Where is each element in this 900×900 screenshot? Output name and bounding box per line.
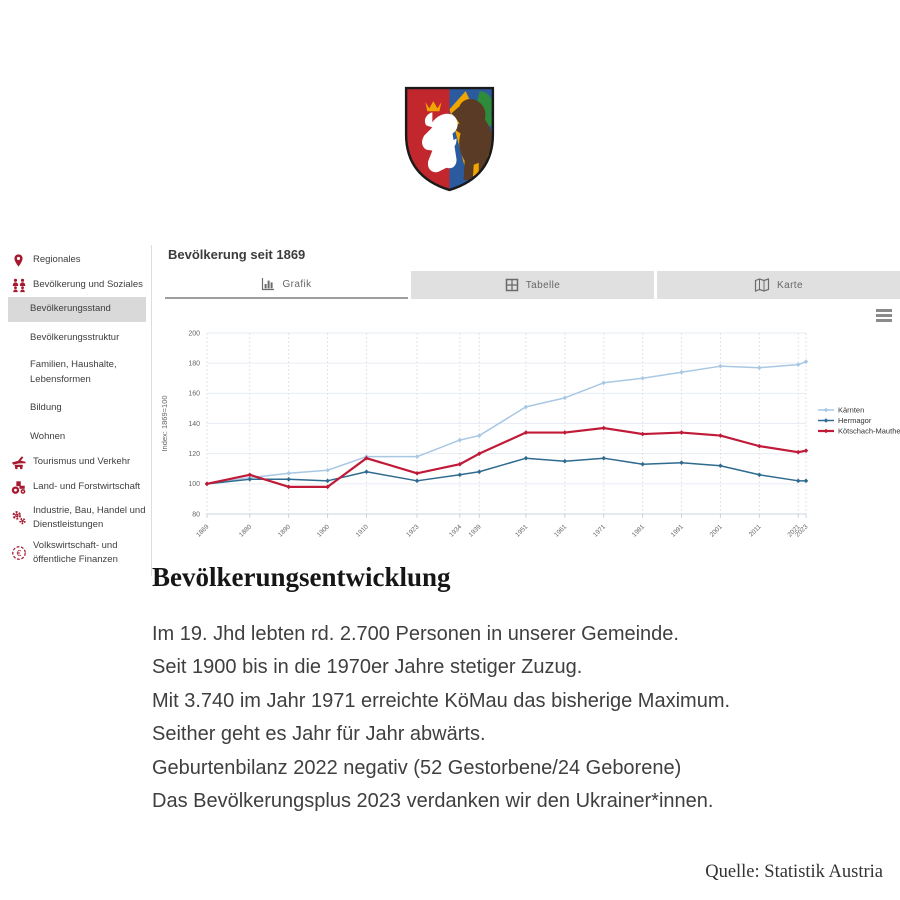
sidebar-item-familien-haushalte-lebensformen[interactable]: Familien, Haushalte, Lebensformen <box>30 359 117 385</box>
crest-crown <box>425 101 442 112</box>
tab-karte-label: Karte <box>777 279 803 291</box>
article-line: Im 19. Jhd lebten rd. 2.700 Personen in … <box>152 623 679 645</box>
sidebar-item-land-und-forstwirtschaft[interactable]: Land- und Forstwirtschaft <box>0 479 151 495</box>
sidebar-item-bevoelkerungsstand[interactable]: Bevölkerungsstand <box>8 297 146 322</box>
svg-text:2001: 2001 <box>709 523 724 538</box>
article-line: Das Bevölkerungsplus 2023 verdanken wir … <box>152 790 714 813</box>
svg-text:Hermagor: Hermagor <box>838 416 872 425</box>
crest-bear <box>451 98 493 180</box>
article-line: Seither geht es Jahr für Jahr abwärts. <box>152 723 486 746</box>
svg-text:Kärnten: Kärnten <box>838 406 864 415</box>
svg-text:Kötschach-Mauthen: Kötschach-Mauthen <box>838 427 900 436</box>
svg-text:1981: 1981 <box>631 523 646 538</box>
svg-text:1869: 1869 <box>195 523 210 538</box>
article-line: Geburtenbilanz 2022 negativ (52 Gestorbe… <box>152 756 682 779</box>
tractor-icon <box>10 479 27 495</box>
svg-text:120: 120 <box>188 451 200 458</box>
tab-grafik-label: Grafik <box>282 278 312 290</box>
article-heading: Bevölkerungsentwicklung <box>152 562 451 592</box>
sidebar-item-wohnen[interactable]: Wohnen <box>30 430 66 442</box>
sidebar-item-tourismus-und-verkehr[interactable]: Tourismus und Verkehr <box>0 454 151 470</box>
map-pin-icon <box>10 252 27 268</box>
svg-text:1951: 1951 <box>514 523 529 538</box>
plane-car-icon <box>10 454 27 470</box>
svg-text:1934: 1934 <box>448 523 463 538</box>
svg-text:140: 140 <box>188 421 200 428</box>
series-Kötschach-Mauthen <box>204 425 809 490</box>
svg-text:1900: 1900 <box>316 523 331 538</box>
sidebar-item-bildung[interactable]: Bildung <box>30 402 62 413</box>
crest-outline <box>404 86 495 192</box>
svg-text:1880: 1880 <box>238 523 253 538</box>
sidebar-item-industrie-bau-handel[interactable]: Industrie, Bau, Handel und Dienstleistun… <box>0 504 151 532</box>
people-icon <box>10 277 27 293</box>
series-Kärnten <box>204 359 809 487</box>
y-axis: 80 100 120 140 160 180 200 <box>188 330 806 518</box>
article-line: Mit 3.740 im Jahr 1971 erreichte KöMau d… <box>152 689 731 712</box>
content-panel: Bevölkerung seit 1869 Grafik Tabelle <box>152 245 900 557</box>
population-line-chart: 80 100 120 140 160 180 200 1869 1880 1890 1900 1910… <box>160 330 900 538</box>
crest-lion <box>422 112 458 173</box>
svg-text:2011: 2011 <box>748 523 763 538</box>
svg-text:1939: 1939 <box>468 523 483 538</box>
series-Hermagor <box>204 455 809 487</box>
svg-text:€: € <box>16 548 21 558</box>
sidebar-item-volkswirtschaft-finanzen[interactable]: € Volkswirtschaft- und öffentliche Finan… <box>0 539 151 567</box>
panel-title: Bevölkerung seit 1869 <box>168 247 306 262</box>
source-note: Quelle: Statistik Austria <box>705 862 883 882</box>
svg-text:1923: 1923 <box>405 523 420 538</box>
sidebar-item-bevoelkerung-und-soziales[interactable]: Bevölkerung und Soziales <box>0 277 151 293</box>
tab-bar: Grafik Tabelle Karte <box>165 271 900 299</box>
gears-icon <box>10 510 27 526</box>
svg-text:1910: 1910 <box>355 523 370 538</box>
svg-text:160: 160 <box>188 391 200 398</box>
svg-text:80: 80 <box>192 511 200 518</box>
y-axis-title: Index: 1869=100 <box>160 395 169 451</box>
bar-chart-icon <box>262 278 275 291</box>
article-line: Seit 1900 bis in die 1970er Jahre stetig… <box>152 656 583 679</box>
municipal-coat-of-arms <box>404 86 495 192</box>
chart-container: 80 100 120 140 160 180 200 1869 1880 1890 1900 1910… <box>152 299 900 557</box>
sidebar-item-regionales[interactable]: Regionales <box>0 252 151 268</box>
tab-tabelle[interactable]: Tabelle <box>411 271 654 299</box>
euro-coin-icon: € <box>10 545 27 561</box>
svg-text:200: 200 <box>188 330 200 337</box>
svg-text:Index: 1869=100: Index: 1869=100 <box>160 395 169 451</box>
map-icon <box>754 278 770 292</box>
article: Bevölkerungsentwicklung Im 19. Jhd lebte… <box>152 562 892 818</box>
tab-grafik[interactable]: Grafik <box>165 271 408 299</box>
tab-tabelle-label: Tabelle <box>525 279 561 291</box>
table-icon <box>505 278 518 292</box>
svg-text:1890: 1890 <box>277 523 292 538</box>
svg-text:100: 100 <box>188 481 200 488</box>
sidebar-item-bevoelkerungsstruktur[interactable]: Bevölkerungsstruktur <box>30 331 120 343</box>
sidebar: Regionales Bevölkerung und Soziales Bevö… <box>0 245 152 576</box>
legend-item-Kärnten[interactable]: Kärnten <box>818 406 864 415</box>
legend-item-Kötschach-Mauthen[interactable]: Kötschach-Mauthen <box>818 427 900 436</box>
legend-item-Hermagor[interactable]: Hermagor <box>818 416 872 425</box>
chart-menu-button[interactable] <box>876 309 892 322</box>
tab-karte[interactable]: Karte <box>657 271 900 299</box>
svg-text:180: 180 <box>188 361 200 368</box>
svg-text:1971: 1971 <box>592 523 607 538</box>
svg-text:1961: 1961 <box>553 523 568 538</box>
svg-text:1991: 1991 <box>670 523 685 538</box>
